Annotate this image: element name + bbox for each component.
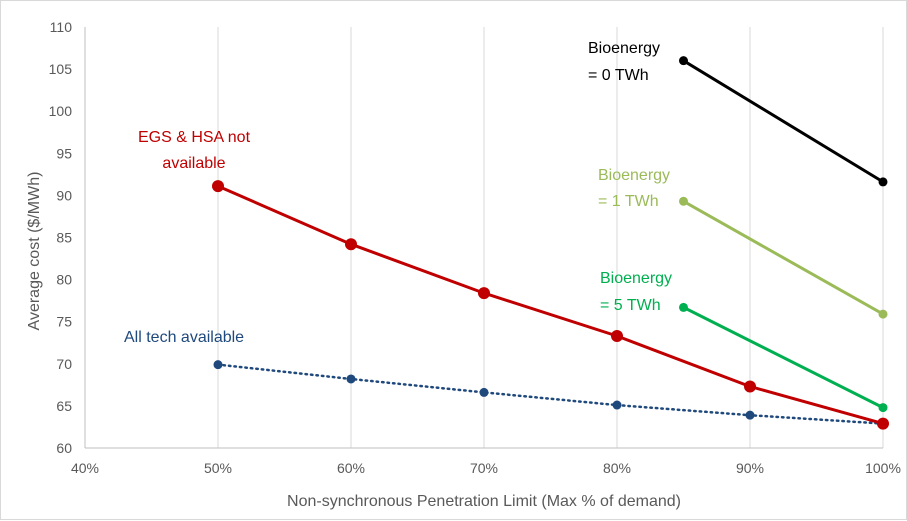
series-label-bio-0: = 0 TWh [588,67,649,84]
series-label-all-tech: All tech available [124,329,244,346]
data-point-all-tech [479,387,489,397]
x-tick-label: 50% [204,460,232,476]
data-point-all-tech [745,410,755,420]
data-point-bio-1 [679,196,688,206]
y-tick-label: 60 [56,440,72,456]
x-tick-label: 70% [470,460,498,476]
series-label-bio-1: Bioenergy [598,167,670,184]
series-label-bio-5: = 5 TWh [600,297,661,314]
grid-layer [217,27,884,448]
series-line-bio-0 [682,59,885,184]
data-point-egs-hsa [212,180,224,193]
data-point-egs-hsa [478,287,490,300]
y-tick-label: 90 [56,187,72,203]
series-label-bio-0: Bioenergy [588,40,660,57]
series-label-bio-1: = 1 TWh [598,193,659,210]
y-tick-label: 70 [56,356,72,372]
y-tick-label: 65 [56,398,72,414]
data-point-all-tech [213,360,223,370]
annotation-layer: EGS & HSA not available All tech available… [124,40,672,346]
y-tick-label: 85 [56,230,72,246]
y-tick-label: 95 [56,145,72,161]
y-tick-label: 75 [56,314,72,330]
x-tick-label: 80% [603,460,631,476]
data-point-bio-5 [878,403,888,413]
series-label-egs-hsa: available [162,155,225,172]
y-axis-title: Average cost ($/MWh) [26,172,43,331]
data-point-bio-1 [878,309,888,319]
data-point-bio-0 [878,177,888,187]
data-point-egs-hsa [345,238,357,251]
x-tick-label: 60% [337,460,365,476]
series-line-egs-hsa [216,184,885,426]
y-tick-label: 110 [50,19,73,35]
data-point-bio-0 [679,56,688,66]
series-line-all-tech [216,363,885,425]
axis-layer: 40% 50% 60% 70% 80% 90% 100% 60 65 70 75 80 85 90 95 10… [49,19,901,476]
series-line-bio-5 [682,305,885,410]
y-tick-label: 80 [56,272,72,288]
data-point-egs-hsa [877,417,889,430]
y-tick-label: 105 [49,61,73,77]
x-tick-label: 100% [865,460,901,476]
series-line-bio-1 [682,199,885,316]
x-tick-label: 90% [736,460,764,476]
data-point-bio-5 [679,302,688,312]
series-layer [212,56,889,430]
x-axis-title: Non-synchronous Penetration Limit (Max %… [287,493,681,510]
y-tick-label: 100 [49,103,73,119]
data-point-egs-hsa [611,330,623,343]
series-label-bio-5: Bioenergy [600,270,672,287]
x-tick-label: 40% [71,460,99,476]
data-point-egs-hsa [744,380,756,393]
data-point-all-tech [612,400,622,410]
data-point-all-tech [346,374,356,384]
series-label-egs-hsa: EGS & HSA not [138,129,251,146]
